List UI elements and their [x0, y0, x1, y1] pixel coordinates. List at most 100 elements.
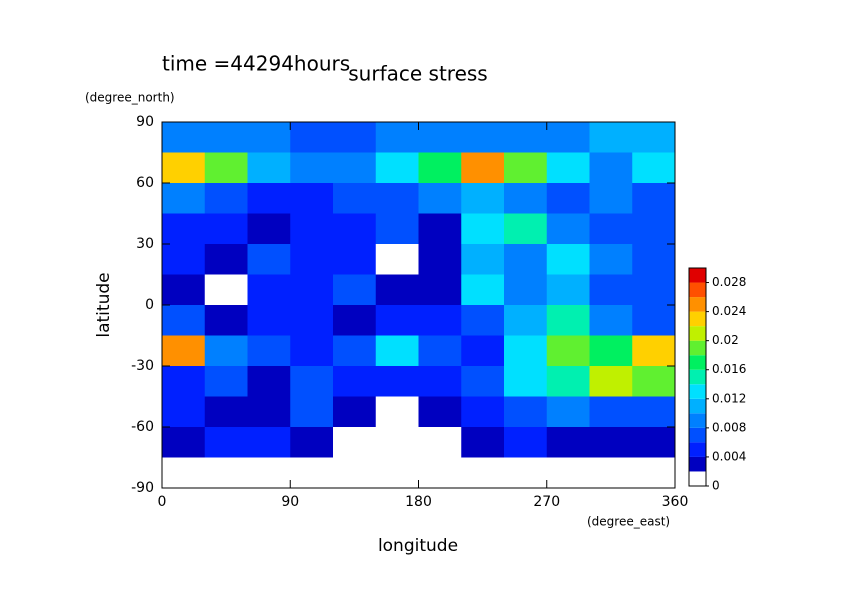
field-cell: [375, 183, 419, 214]
field-cell: [461, 152, 505, 184]
y-unit: (degree_north): [85, 91, 175, 105]
field-cell: [632, 244, 676, 275]
field-cell: [589, 335, 633, 367]
field-cell: [504, 244, 548, 275]
field-cell: [204, 244, 248, 275]
field-cell: [375, 305, 419, 336]
field-cell: [290, 274, 334, 306]
field-cell: [546, 244, 590, 275]
field-cell: [546, 213, 590, 245]
field-cell: [247, 427, 291, 458]
field-cell: [333, 305, 377, 336]
field-cell: [333, 457, 377, 489]
colorbar-segment: [689, 369, 706, 385]
field-cell: [632, 122, 676, 153]
field-cell: [204, 366, 248, 397]
field-cell: [375, 366, 419, 397]
field-cell: [204, 274, 248, 306]
field-cell: [162, 335, 206, 367]
y-tick-label: -30: [131, 358, 154, 374]
colorbar-tick-label: 0.02: [712, 333, 739, 347]
colorbar-segment: [689, 340, 706, 356]
field-cell: [204, 213, 248, 245]
colorbar-segment: [689, 471, 706, 486]
field-cell: [375, 335, 419, 367]
field-cell: [162, 305, 206, 336]
x-tick-label: 270: [533, 494, 560, 510]
field-cell: [162, 213, 206, 245]
field-cell: [290, 213, 334, 245]
field-cell: [461, 183, 505, 214]
field-cell: [333, 335, 377, 367]
field-cell: [589, 152, 633, 184]
field-cell: [504, 183, 548, 214]
y-tick-label: 0: [145, 297, 154, 313]
chart-title: surface stress: [348, 62, 487, 86]
field-cell: [589, 274, 633, 306]
x-tick-label: 90: [281, 494, 299, 510]
colorbar-outline: [688, 267, 707, 487]
field-cell: [418, 396, 462, 428]
colorbar-segment: [689, 326, 706, 341]
field-cell: [247, 244, 291, 275]
field: [162, 122, 676, 489]
field-cell: [162, 274, 206, 306]
field-cell: [375, 396, 419, 428]
field-cell: [162, 427, 206, 458]
field-cell: [546, 305, 590, 336]
field-cell: [632, 213, 676, 245]
field-cell: [418, 427, 462, 458]
x-unit: (degree_east): [587, 515, 670, 529]
field-cell: [546, 457, 590, 489]
field-cell: [290, 122, 334, 153]
field-cell: [333, 396, 377, 428]
field-cell: [418, 274, 462, 306]
y-tick-label: 30: [136, 236, 154, 252]
chart-subtitle: time =44294hours: [162, 52, 350, 76]
colorbar-segment: [689, 384, 706, 399]
field-cell: [632, 335, 676, 367]
y-tick-label: -90: [131, 480, 154, 496]
field-cell: [546, 335, 590, 367]
field-cell: [504, 366, 548, 397]
field-cell: [504, 213, 548, 245]
colorbar-segment: [689, 398, 706, 414]
field-cell: [375, 152, 419, 184]
field-cell: [589, 183, 633, 214]
colorbar-segment: [689, 297, 706, 312]
field-cell: [504, 152, 548, 184]
field-cell: [290, 183, 334, 214]
field-cell: [632, 305, 676, 336]
field-cell: [247, 335, 291, 367]
field-cell: [162, 396, 206, 428]
field-cell: [632, 152, 676, 184]
field-cell: [461, 244, 505, 275]
field-cell: [290, 427, 334, 458]
field-cell: [247, 457, 291, 489]
field-cell: [204, 122, 248, 153]
field-cell: [333, 213, 377, 245]
field-cell: [333, 427, 377, 458]
field-cell: [632, 366, 676, 397]
colorbar-tick-label: 0.004: [712, 449, 746, 463]
field-cell: [504, 457, 548, 489]
field-cell: [290, 366, 334, 397]
field-cell: [333, 366, 377, 397]
field-cell: [632, 274, 676, 306]
field-cell: [247, 213, 291, 245]
field-cell: [589, 244, 633, 275]
field-cell: [162, 457, 206, 489]
field-cell: [632, 183, 676, 214]
field-cell: [589, 366, 633, 397]
colorbar-segment: [689, 282, 706, 298]
field-cell: [247, 366, 291, 397]
colorbar-segment: [689, 268, 706, 283]
field-cell: [504, 427, 548, 458]
field-cell: [418, 152, 462, 184]
field-cell: [375, 213, 419, 245]
field-cell: [247, 274, 291, 306]
x-tick-label: 180: [405, 494, 432, 510]
field-cell: [461, 366, 505, 397]
colorbar-segment: [689, 355, 706, 370]
